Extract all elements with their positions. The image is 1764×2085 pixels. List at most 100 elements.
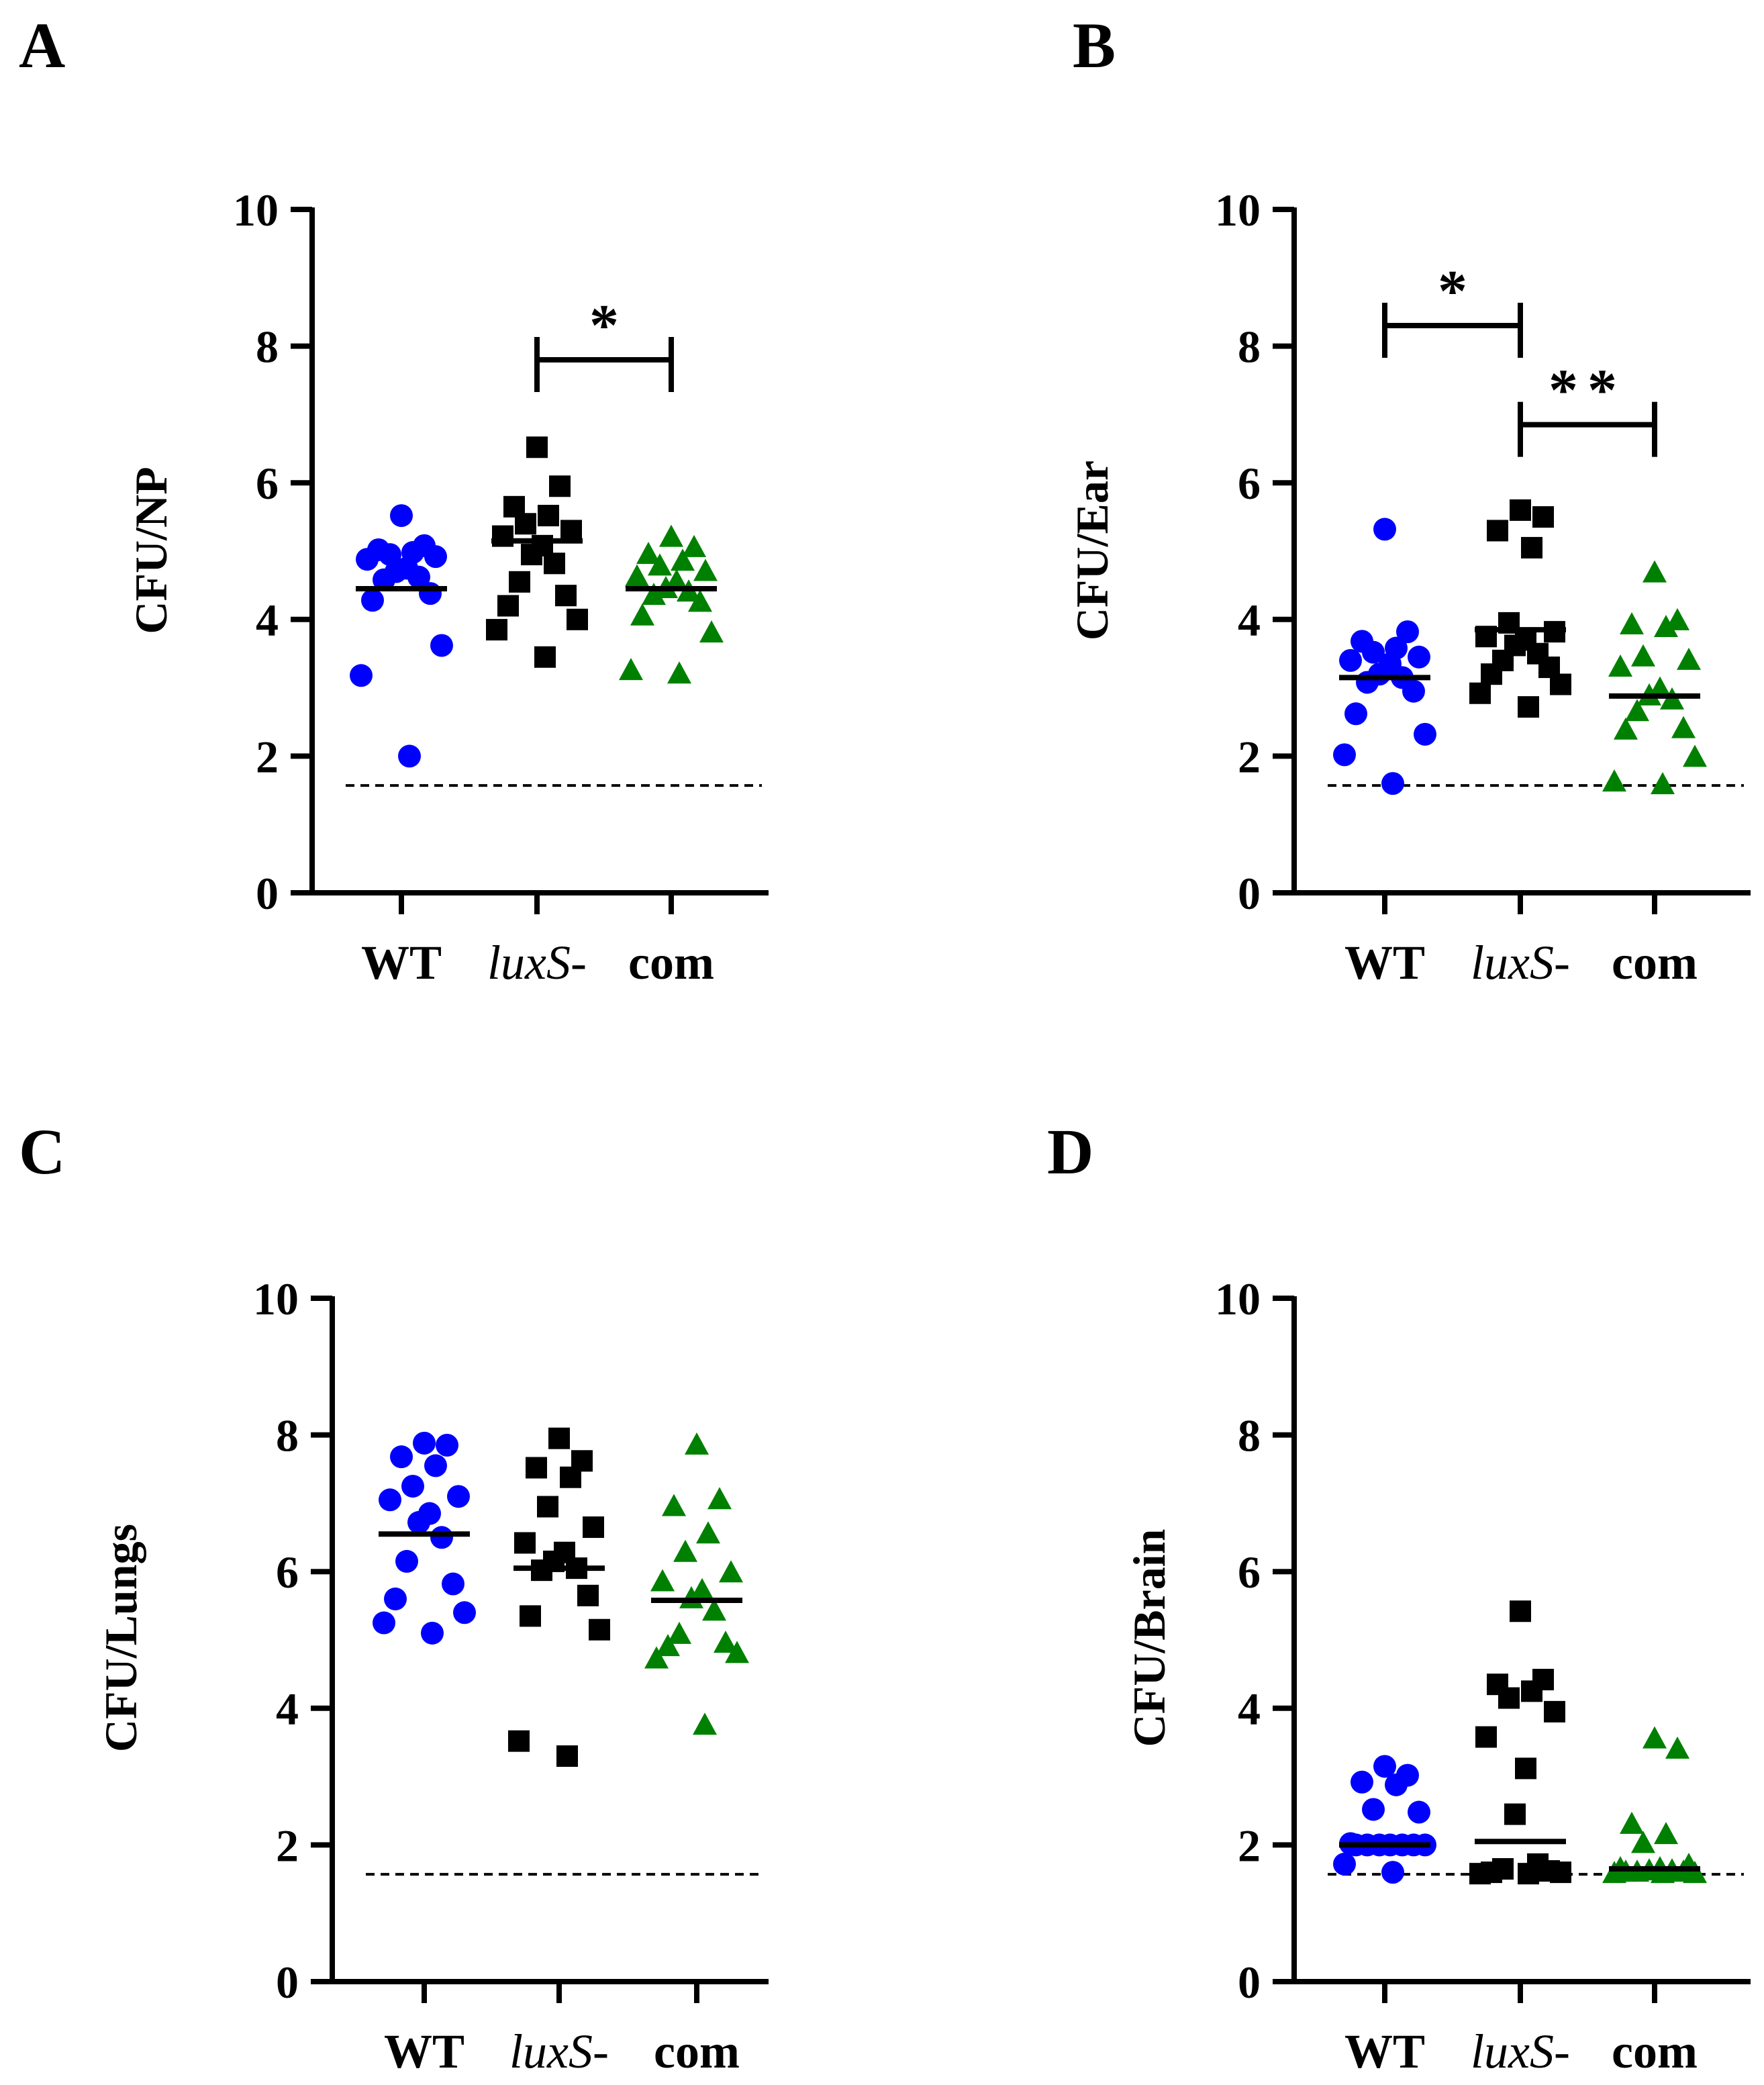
data-point-luxs: [1487, 520, 1508, 542]
data-point-wt: [379, 1488, 401, 1512]
data-point-wt: [1333, 1852, 1356, 1876]
data-point-luxs: [577, 1584, 599, 1606]
data-point-com: [1631, 644, 1655, 667]
y-tick-label-2: 2: [1238, 731, 1261, 782]
data-point-wt: [1373, 1755, 1396, 1778]
data-point-luxs: [1510, 1600, 1531, 1622]
data-point-wt: [1339, 648, 1362, 672]
data-point-wt: [1362, 640, 1385, 664]
data-point-com: [685, 1432, 709, 1455]
data-point-luxs: [492, 525, 513, 547]
data-point-com: [642, 583, 666, 605]
data-point-wt: [384, 1587, 407, 1610]
data-point-luxs: [589, 1618, 610, 1641]
y-tick-label-4: 4: [256, 595, 279, 646]
data-point-luxs: [1510, 499, 1531, 521]
data-point-wt: [1408, 1800, 1430, 1824]
data-point-wt: [1362, 1798, 1385, 1821]
data-point-com: [1625, 699, 1649, 722]
data-point-luxs: [514, 1532, 536, 1554]
data-point-com: [1665, 608, 1689, 630]
data-point-com: [699, 620, 724, 643]
significance-bracket: **: [1518, 358, 1657, 457]
data-point-wt: [1381, 1861, 1404, 1884]
data-point-com: [1620, 1811, 1644, 1834]
data-point-com: [656, 1634, 680, 1657]
data-point-wt: [1356, 671, 1379, 694]
data-point-com: [1654, 615, 1678, 638]
y-tick-label-8: 8: [276, 1410, 299, 1461]
data-point-luxs: [534, 646, 556, 668]
data-point-com: [1671, 716, 1696, 738]
data-point-com: [648, 553, 672, 576]
data-point-com: [1683, 1861, 1707, 1884]
data-point-wt: [424, 1454, 447, 1477]
data-point-luxs: [555, 585, 577, 607]
data-point-com: [693, 559, 718, 581]
y-tick-label-10: 10: [233, 185, 279, 236]
data-point-luxs: [544, 552, 565, 575]
category-label-wt: WT: [1344, 936, 1425, 989]
data-point-com: [667, 661, 691, 684]
data-point-com: [673, 1539, 697, 1562]
data-point-luxs: [583, 1516, 604, 1539]
data-point-luxs: [1475, 1726, 1497, 1748]
panel-d: D 0 2 4 6 8 10 CFU/Brain WT luxS-com: [1047, 1116, 1751, 2078]
data-point-com: [714, 1631, 738, 1653]
data-point-luxs: [1515, 1757, 1536, 1780]
data-point-com: [707, 1487, 732, 1510]
data-point-wt: [1381, 772, 1404, 795]
data-point-wt: [407, 565, 430, 589]
data-point-com: [1651, 772, 1675, 795]
data-point-luxs: [549, 475, 571, 497]
panel-letter-d: D: [1047, 1116, 1093, 1187]
data-point-luxs: [1469, 682, 1491, 704]
y-tick-label-8: 8: [1238, 322, 1261, 373]
data-point-wt: [413, 1431, 436, 1455]
data-point-com: [662, 1494, 686, 1516]
y-tick-label-10: 10: [1215, 185, 1261, 236]
data-point-com: [1677, 647, 1701, 670]
data-point-com: [671, 548, 695, 571]
category-label-com: com: [1612, 2025, 1698, 2078]
data-point-com: [1614, 717, 1638, 740]
data-point-luxs: [1469, 1863, 1491, 1885]
data-point-com: [644, 1646, 669, 1669]
data-point-wt: [421, 1621, 444, 1645]
y-tick-label-8: 8: [256, 322, 279, 373]
data-point-wt: [436, 1433, 458, 1457]
data-point-com: [1631, 1831, 1655, 1853]
data-point-com: [1602, 769, 1626, 792]
data-point-luxs: [537, 1496, 558, 1518]
y-tick-label-6: 6: [256, 458, 279, 509]
data-point-wt: [350, 664, 373, 687]
data-point-wt: [398, 744, 421, 768]
data-point-luxs: [1550, 673, 1571, 695]
y-tick-label-0: 0: [1238, 868, 1261, 919]
data-point-com: [690, 1578, 714, 1600]
data-point-com: [719, 1560, 743, 1583]
data-point-wt: [1402, 679, 1425, 703]
data-point-com: [667, 1621, 691, 1644]
data-point-com: [693, 1712, 717, 1735]
data-point-com: [688, 589, 712, 612]
data-point-com: [625, 564, 649, 587]
data-point-wt: [395, 1549, 418, 1573]
category-label-luxs: luxS-: [1471, 2025, 1570, 2078]
category-label-luxs: luxS-: [509, 2025, 609, 2078]
y-tick-label-4: 4: [1238, 1684, 1261, 1735]
y-tick-label-8: 8: [1238, 1410, 1261, 1461]
y-tick-label-10: 10: [253, 1273, 299, 1324]
data-point-wt: [407, 1510, 430, 1534]
data-point-luxs: [1518, 1863, 1539, 1885]
data-point-luxs: [560, 520, 582, 542]
data-point-luxs: [526, 436, 548, 458]
data-point-luxs: [548, 1427, 570, 1449]
data-point-wt: [453, 1601, 476, 1625]
data-point-luxs: [1481, 663, 1502, 685]
data-point-luxs: [567, 608, 588, 630]
category-label-luxs: luxS-: [1471, 936, 1570, 989]
data-point-wt: [1385, 1773, 1408, 1796]
data-point-wt: [1408, 645, 1430, 669]
data-point-com: [682, 534, 706, 557]
